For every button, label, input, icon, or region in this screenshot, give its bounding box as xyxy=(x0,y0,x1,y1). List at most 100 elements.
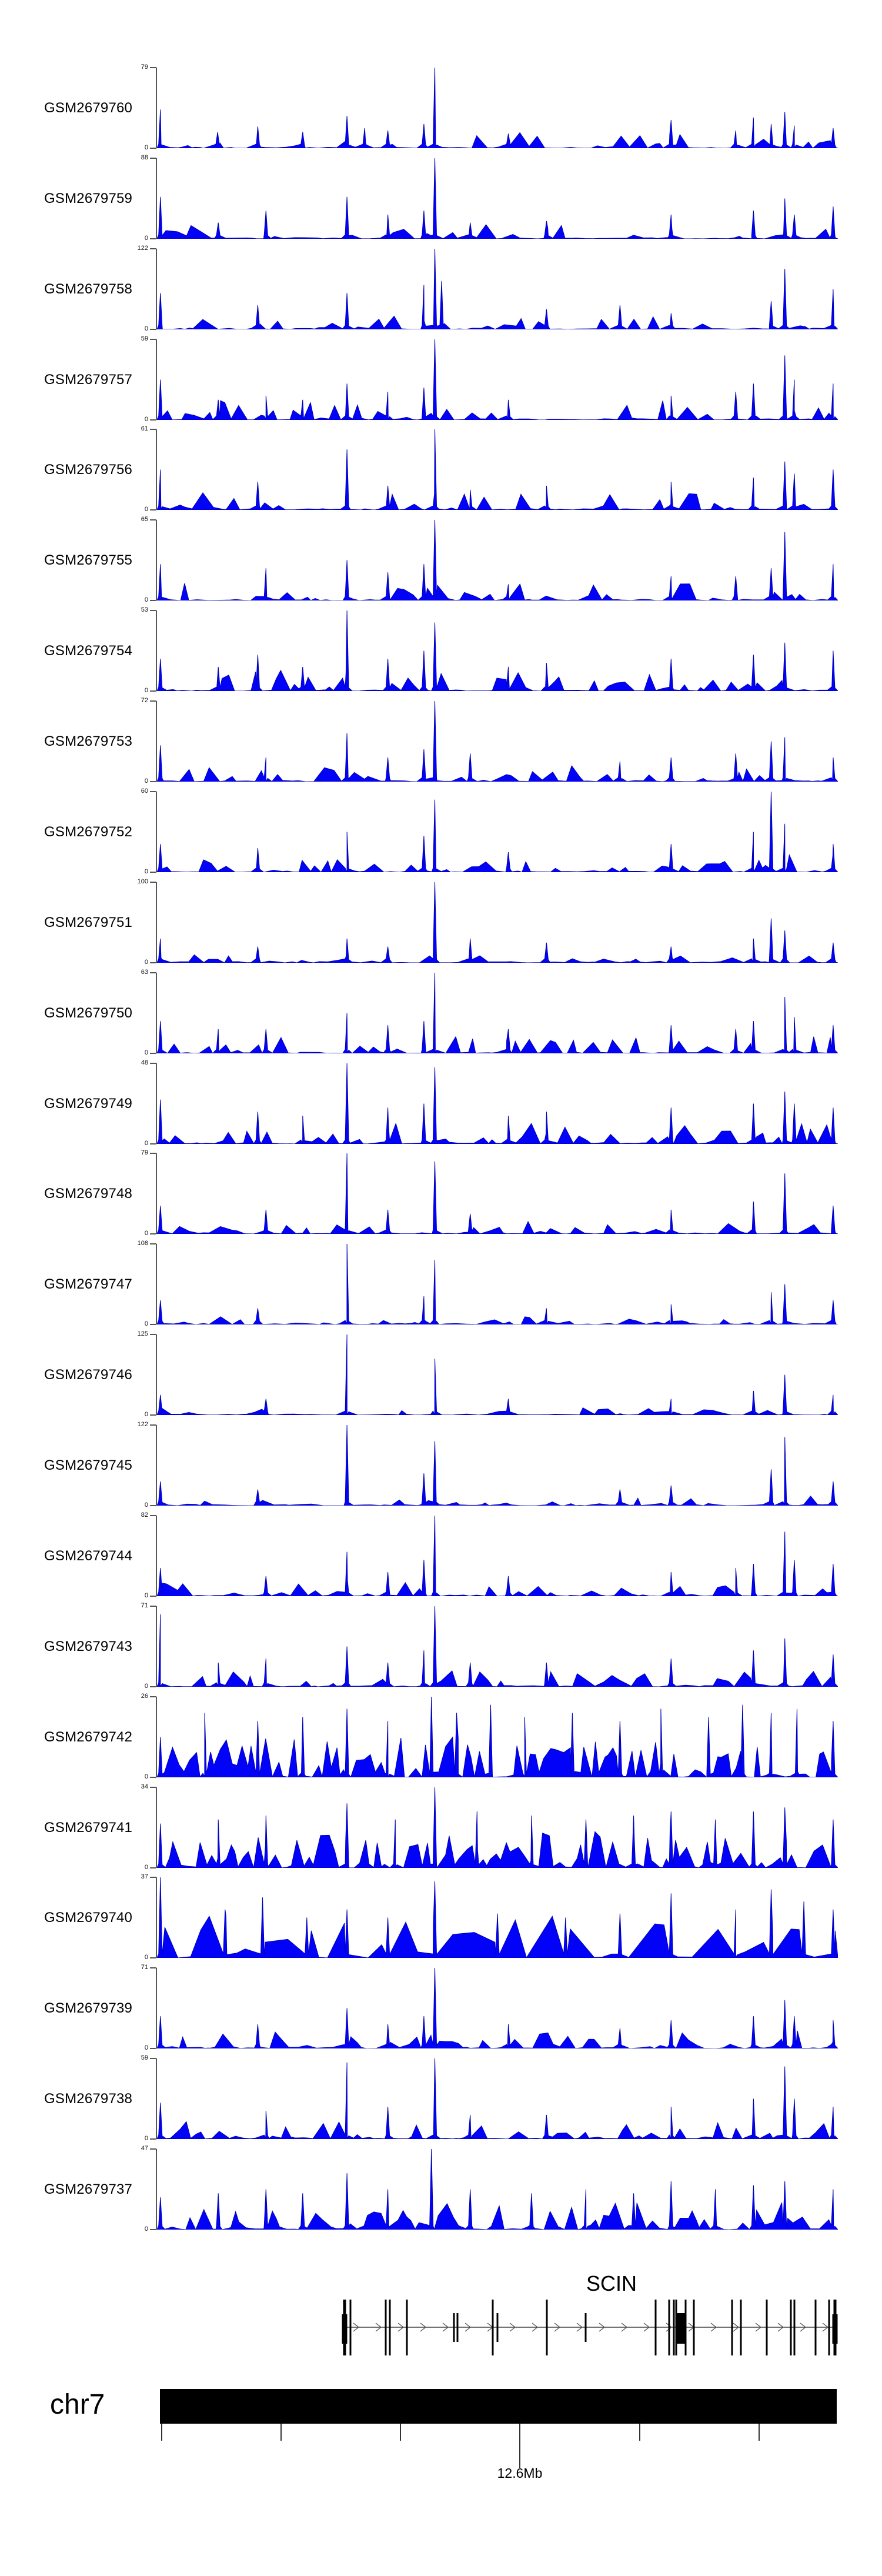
track-sample-label: GSM2679752 xyxy=(44,823,133,840)
strand-direction-arrow-icon xyxy=(465,2323,472,2332)
track-y-axis-top-tick xyxy=(150,1696,156,1697)
coverage-signal-area xyxy=(157,1334,838,1415)
track-y-axis-zero-tick xyxy=(150,1957,156,1958)
track-ymax-label: 79 xyxy=(141,64,148,71)
strand-direction-arrow-icon xyxy=(666,2323,673,2332)
track-sample-label: GSM2679760 xyxy=(44,99,133,116)
track-y-axis-top-tick xyxy=(150,1153,156,1154)
gene-exon xyxy=(677,2313,685,2344)
track-ymax-label: 125 xyxy=(137,1330,148,1337)
track-y-axis-top-tick xyxy=(150,972,156,973)
track-y-axis xyxy=(156,1153,157,1234)
track-y-axis-zero-tick xyxy=(150,329,156,330)
track-y-axis-zero-tick xyxy=(150,1053,156,1054)
coverage-signal-area xyxy=(157,339,838,420)
track-yzero-label: 0 xyxy=(144,416,148,423)
track-sample-label: GSM2679737 xyxy=(44,2181,133,2197)
gene-exon xyxy=(546,2300,548,2355)
track-y-axis-top-tick xyxy=(150,2058,156,2059)
coverage-signal-area xyxy=(157,249,838,329)
track-yzero-label: 0 xyxy=(144,1501,148,1509)
track-y-axis xyxy=(156,1697,157,1777)
track-y-axis xyxy=(156,1516,157,1596)
track-y-axis-zero-tick xyxy=(150,238,156,239)
strand-direction-arrow-icon xyxy=(599,2323,606,2332)
track-y-axis-top-tick xyxy=(150,158,156,159)
track-yzero-label: 0 xyxy=(144,506,148,513)
track-sample-label: GSM2679746 xyxy=(44,1366,133,1383)
track-y-axis-zero-tick xyxy=(150,1324,156,1325)
track-y-axis-top-tick xyxy=(150,519,156,520)
track-y-axis-zero-tick xyxy=(150,600,156,601)
gene-exon xyxy=(349,2300,352,2355)
chromosome-tick xyxy=(639,2424,640,2441)
track-y-axis-top-tick xyxy=(150,1334,156,1335)
track-sample-label: GSM2679739 xyxy=(44,2000,133,2016)
position-tick-label: 12.6Mb xyxy=(497,2465,543,2481)
strand-direction-arrow-icon xyxy=(710,2323,717,2332)
track-ymax-label: 72 xyxy=(141,697,148,704)
strand-direction-arrow-icon xyxy=(554,2323,561,2332)
track-yzero-label: 0 xyxy=(144,2044,148,2051)
track-yzero-label: 0 xyxy=(144,144,148,151)
track-y-axis-zero-tick xyxy=(150,2138,156,2140)
track-yzero-label: 0 xyxy=(144,1683,148,1690)
track-y-axis-top-tick xyxy=(150,429,156,430)
track-sample-label: GSM2679754 xyxy=(44,642,133,659)
track-sample-label: GSM2679750 xyxy=(44,1005,133,1021)
gene-exon xyxy=(584,2313,587,2342)
gene-exon xyxy=(456,2313,459,2342)
track-y-axis-top-tick xyxy=(150,1424,156,1426)
track-y-axis-zero-tick xyxy=(150,2048,156,2049)
track-yzero-label: 0 xyxy=(144,959,148,966)
gene-exon xyxy=(793,2300,796,2355)
track-sample-label: GSM2679744 xyxy=(44,1547,133,1564)
track-yzero-label: 0 xyxy=(144,596,148,603)
track-yzero-label: 0 xyxy=(144,1049,148,1056)
coverage-signal-area xyxy=(157,1425,838,1506)
track-sample-label: GSM2679748 xyxy=(44,1185,133,1202)
gene-exon xyxy=(832,2314,838,2344)
track-yzero-label: 0 xyxy=(144,2225,148,2233)
track-y-axis xyxy=(156,339,157,420)
track-sample-label: GSM2679757 xyxy=(44,371,133,388)
track-ymax-label: 71 xyxy=(141,1964,148,1971)
track-y-axis-zero-tick xyxy=(150,1143,156,1144)
coverage-signal-area xyxy=(157,1697,838,1777)
track-y-axis-zero-tick xyxy=(150,2229,156,2230)
track-yzero-label: 0 xyxy=(144,1320,148,1327)
track-y-axis xyxy=(156,158,157,239)
coverage-signal-area xyxy=(157,68,838,148)
track-ymax-label: 60 xyxy=(141,788,148,795)
track-y-axis-top-tick xyxy=(150,882,156,883)
track-y-axis xyxy=(156,249,157,329)
track-y-axis xyxy=(156,1244,157,1324)
track-y-axis xyxy=(156,520,157,600)
strand-direction-arrow-icon xyxy=(353,2323,360,2332)
track-sample-label: GSM2679741 xyxy=(44,1819,133,1836)
gene-exon xyxy=(673,2300,675,2355)
track-y-axis xyxy=(156,610,157,691)
gene-exon xyxy=(684,2300,687,2355)
track-sample-label: GSM2679747 xyxy=(44,1276,133,1292)
gene-exon xyxy=(406,2300,408,2355)
track-y-axis xyxy=(156,701,157,782)
track-y-axis-zero-tick xyxy=(150,148,156,149)
track-yzero-label: 0 xyxy=(144,1230,148,1237)
track-y-axis xyxy=(156,882,157,963)
track-sample-label: GSM2679758 xyxy=(44,281,133,297)
chromosome-tick xyxy=(759,2424,760,2441)
coverage-signal-area xyxy=(157,2149,838,2230)
track-y-axis-zero-tick xyxy=(150,1414,156,1416)
gene-exon xyxy=(814,2300,817,2355)
track-y-axis-zero-tick xyxy=(150,872,156,873)
track-ymax-label: 48 xyxy=(141,1059,148,1066)
track-y-axis xyxy=(156,973,157,1053)
gene-exon xyxy=(693,2300,695,2355)
track-yzero-label: 0 xyxy=(144,1864,148,1871)
gene-name-label: SCIN xyxy=(586,2271,637,2295)
track-yzero-label: 0 xyxy=(144,325,148,332)
track-ymax-label: 122 xyxy=(137,1421,148,1428)
track-ymax-label: 61 xyxy=(141,425,148,432)
coverage-signal-area xyxy=(157,1787,838,1868)
